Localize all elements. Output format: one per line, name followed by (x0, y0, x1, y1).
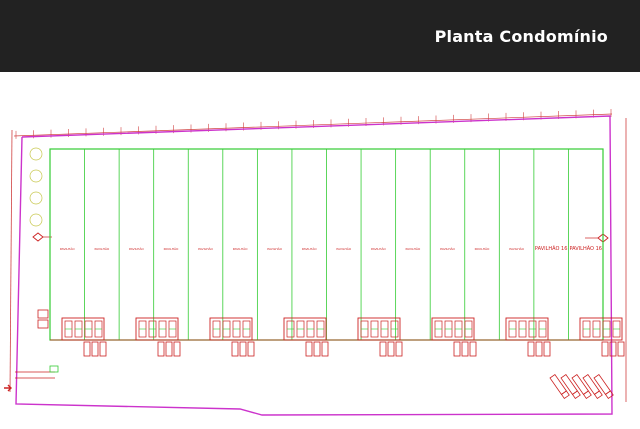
dock-group (61, 317, 107, 357)
pavilion-labels: PAVILHÃO PAVILHÃO PAVILHÃO PAVILHÃO PAVILHÃO… (60, 245, 602, 252)
truck (582, 374, 603, 400)
page-title: Planta Condomínio (434, 27, 608, 46)
truck (571, 374, 592, 400)
right-marker (585, 233, 609, 243)
pavilion-label: PAVILHÃO (509, 246, 524, 251)
dock-group (135, 317, 181, 357)
truck-parking (549, 374, 614, 400)
truck (549, 374, 570, 400)
pavilion-dividers (84, 149, 569, 340)
header-bar: Planta Condomínio (0, 0, 640, 72)
condominium-plan: PAVILHÃO PAVILHÃO PAVILHÃO PAVILHÃO PAVILHÃO… (0, 72, 640, 429)
left-trees (29, 147, 43, 227)
pavilion-label: PAVILHÃO (336, 246, 351, 251)
dock-group (209, 317, 255, 357)
pavilion-label: PAVILHÃO (267, 246, 282, 251)
pavilion-label: PAVILHÃO (94, 246, 109, 251)
left-street-line (9, 129, 13, 393)
pavilion-label: PAVILHÃO 16 (535, 245, 567, 252)
loading-docks (61, 317, 625, 357)
pavilion-label: PAVILHÃO (129, 246, 144, 251)
pavilion-label: PAVILHÃO (440, 246, 455, 251)
dock-group (579, 317, 625, 357)
site-plan-drawing: PAVILHÃO PAVILHÃO PAVILHÃO PAVILHÃO PAVILHÃO… (4, 109, 627, 416)
property-boundary (15, 115, 613, 416)
pavilion-label: PAVILHÃO (302, 246, 317, 251)
pavilion-label: PAVILHÃO (475, 246, 490, 251)
pavilion-label: PAVILHÃO 16 (569, 245, 601, 252)
pavilion-label: PAVILHÃO (198, 246, 213, 251)
pavilion-label: PAVILHÃO (164, 246, 179, 251)
left-marker (32, 232, 52, 242)
pavilion-label: PAVILHÃO (371, 246, 386, 251)
truck (593, 374, 614, 400)
dock-group (283, 317, 329, 357)
dock-group (505, 317, 551, 357)
pavilion-label: PAVILHÃO (60, 246, 75, 251)
truck (560, 374, 581, 400)
pavilion-label: PAVILHÃO (233, 246, 248, 251)
pavilion-label: PAVILHÃO (406, 246, 421, 251)
entrance-gate (4, 309, 59, 392)
dock-group (431, 317, 477, 357)
dock-group (357, 317, 403, 357)
